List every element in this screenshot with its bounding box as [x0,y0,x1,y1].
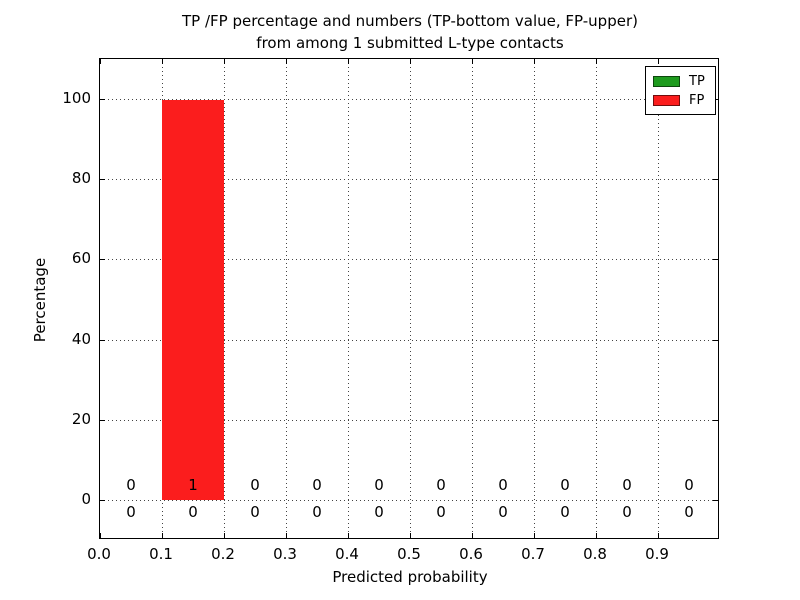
y-tick-label: 80 [71,169,91,188]
y-tick-right [713,339,718,341]
y-tick-left [100,499,105,501]
y-tick-right [713,179,718,181]
gridline-vertical [286,59,287,538]
y-tick-label: 100 [62,89,91,108]
x-tick-bottom [596,533,597,538]
fp-count-label: 0 [622,475,632,494]
tp-count-label: 0 [622,502,632,521]
x-tick-label: 0.3 [273,545,297,563]
x-axis-label: Predicted probability [332,568,488,586]
x-tick-top [410,59,411,64]
x-tick-label: 0.4 [335,545,359,563]
fp-count-label: 0 [312,475,322,494]
gridline-horizontal [100,419,718,421]
x-tick-top [162,59,163,64]
legend-swatch-tp [653,76,680,87]
x-tick-bottom [224,533,225,538]
y-tick-label: 40 [71,329,91,348]
x-tick-bottom [658,533,659,538]
legend-swatch-fp [653,95,680,106]
fp-count-label: 0 [126,475,136,494]
gridline-vertical [410,59,411,538]
bar-fp [162,100,224,500]
fp-count-label: 0 [684,475,694,494]
tp-count-label: 0 [684,502,694,521]
x-tick-bottom [348,533,349,538]
gridline-vertical [224,59,225,538]
x-tick-label: 0.0 [87,545,111,563]
gridline-horizontal [100,499,718,501]
gridline-vertical [534,59,535,538]
gridline-vertical [596,59,597,538]
fp-count-label: 0 [436,475,446,494]
gridline-horizontal [100,339,718,341]
y-tick-label: 0 [81,489,91,508]
y-tick-left [100,179,105,181]
gridline-vertical [472,59,473,538]
x-tick-top [534,59,535,64]
fp-count-label: 1 [188,475,198,494]
tp-count-label: 0 [126,502,136,521]
chart-title-line2: from among 1 submitted L-type contacts [256,34,564,52]
x-tick-top [596,59,597,64]
tp-count-label: 0 [374,502,384,521]
y-tick-right [713,499,718,501]
legend-row: TP [653,72,708,91]
x-tick-bottom [410,533,411,538]
gridline-horizontal [100,259,718,261]
tp-count-label: 0 [436,502,446,521]
x-tick-top [348,59,349,64]
y-tick-label: 20 [71,409,91,428]
y-tick-left [100,259,105,261]
tp-count-label: 0 [250,502,260,521]
fp-count-label: 0 [250,475,260,494]
x-tick-bottom [534,533,535,538]
y-tick-left [100,339,105,341]
x-tick-top [100,59,101,64]
legend-label: FP [689,93,705,108]
gridline-vertical [658,59,659,538]
x-tick-label: 0.7 [521,545,545,563]
y-tick-left [100,419,105,421]
y-tick-left [100,99,105,101]
y-tick-right [713,259,718,261]
x-tick-label: 0.1 [149,545,173,563]
x-tick-label: 0.9 [645,545,669,563]
fp-count-label: 0 [560,475,570,494]
x-tick-bottom [286,533,287,538]
legend-row: FP [653,91,708,110]
gridline-horizontal [100,99,718,101]
x-tick-top [472,59,473,64]
chart-title-line1: TP /FP percentage and numbers (TP-bottom… [182,12,638,30]
tp-count-label: 0 [498,502,508,521]
x-tick-label: 0.6 [459,545,483,563]
x-tick-label: 0.5 [397,545,421,563]
y-tick-label: 60 [71,249,91,268]
tp-count-label: 0 [188,502,198,521]
x-tick-bottom [472,533,473,538]
x-tick-top [286,59,287,64]
y-axis-label: Percentage [31,257,49,343]
x-tick-bottom [162,533,163,538]
gridline-vertical [348,59,349,538]
gridline-horizontal [100,179,718,181]
fp-count-label: 0 [498,475,508,494]
y-tick-right [713,419,718,421]
x-tick-label: 0.2 [211,545,235,563]
legend-label: TP [689,74,705,89]
tp-count-label: 0 [560,502,570,521]
x-tick-top [224,59,225,64]
x-tick-bottom [100,533,101,538]
x-tick-top [658,59,659,64]
plot-area: 0 0 1 0 0 0 0 0 0 0 0 0 0 0 0 0 0 0 0 0 [99,58,719,539]
chart-title: TP /FP percentage and numbers (TP-bottom… [100,10,720,54]
x-tick-label: 0.8 [583,545,607,563]
legend: TP FP [645,66,716,115]
fp-count-label: 0 [374,475,384,494]
tp-count-label: 0 [312,502,322,521]
